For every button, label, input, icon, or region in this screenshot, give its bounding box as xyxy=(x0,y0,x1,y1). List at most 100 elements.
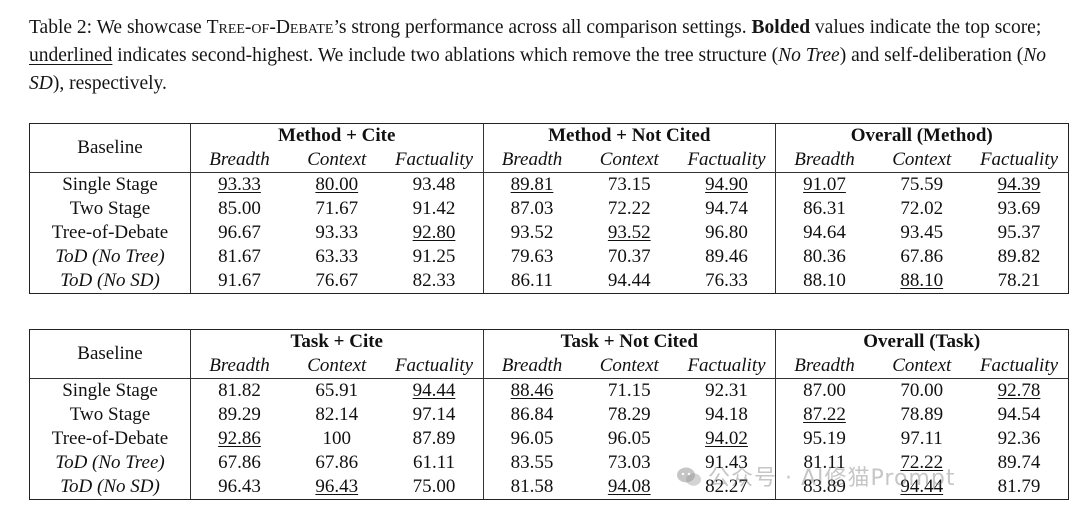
table-cell: 97.14 xyxy=(386,403,484,427)
caption-part: Table 2: We showcase xyxy=(29,17,207,38)
table-cell: 93.45 xyxy=(873,221,971,245)
row-label: Tree-of-Debate xyxy=(29,427,191,451)
cell-value: 93.52 xyxy=(607,222,651,243)
table-row: Single Stage 81.82 65.91 94.44 88.46 71.15 92.… xyxy=(29,378,1069,403)
table-cell: 96.43 xyxy=(288,475,386,500)
row-label: Two Stage xyxy=(29,197,191,221)
cell-value: 61.11 xyxy=(412,452,456,473)
table-cell: 89.29 xyxy=(190,403,288,427)
table-cell: 96.43 xyxy=(190,475,288,500)
table-cell: 96.80 xyxy=(678,221,776,245)
column-group-header: Overall (Method) xyxy=(775,123,1069,148)
table-cell: 87.22 xyxy=(775,403,873,427)
cell-value: 87.89 xyxy=(412,428,456,449)
table-cell: 71.67 xyxy=(288,197,386,221)
baseline-header: Baseline xyxy=(29,123,191,173)
cell-value: 88.46 xyxy=(510,380,554,401)
table-cell: 96.67 xyxy=(190,221,288,245)
table-cell: 75.59 xyxy=(873,172,971,197)
cell-value: 96.43 xyxy=(218,476,261,497)
table-cell: 80.36 xyxy=(775,245,873,269)
column-header: Factuality xyxy=(394,149,474,170)
caption-part: ) and self-deliberation ( xyxy=(839,45,1024,66)
cell-value: 72.22 xyxy=(607,198,651,219)
cell-value: 91.67 xyxy=(218,270,261,291)
cell-value: 85.00 xyxy=(218,198,261,219)
table-cell: 72.22 xyxy=(581,197,679,221)
table-cell: 94.44 xyxy=(385,378,483,403)
table-cell: 73.03 xyxy=(581,451,679,475)
cell-value: 89.82 xyxy=(997,246,1041,267)
table-cell: 63.33 xyxy=(288,245,386,269)
table-row: Two Stage 85.00 71.67 91.42 87.03 72.22 94.74 8… xyxy=(29,197,1069,221)
table-cell: 94.90 xyxy=(678,172,776,197)
table-cell: 78.21 xyxy=(970,269,1069,294)
table-cell: 65.91 xyxy=(288,378,386,403)
column-header: Breadth xyxy=(190,148,288,173)
table-cell: 92.80 xyxy=(386,221,484,245)
column-header: Breadth xyxy=(775,354,873,379)
table-row: ToD (No SD) 91.67 76.67 82.33 86.11 94.44 76.3… xyxy=(29,269,1069,294)
caption-method-name: Tree-of-Debate xyxy=(206,17,334,38)
table-cell: 88.46 xyxy=(482,378,581,403)
table-row: ToD (No Tree) 67.86 67.86 61.11 83.55 73.03 91… xyxy=(29,451,1069,475)
table-cell: 91.43 xyxy=(678,451,776,475)
table-cell: 93.52 xyxy=(482,221,581,245)
row-label: ToD (No Tree) xyxy=(29,245,191,269)
cell-value: 94.02 xyxy=(705,428,748,449)
cell-value: 92.36 xyxy=(997,428,1041,449)
column-header: Context xyxy=(892,355,952,376)
cell-value: 81.67 xyxy=(218,246,261,267)
cell-value: 82.27 xyxy=(705,476,748,497)
cell-value: 91.07 xyxy=(803,174,846,195)
cell-value: 94.08 xyxy=(607,476,651,497)
cell-value: 96.43 xyxy=(315,476,359,497)
column-header: Factuality xyxy=(970,148,1069,173)
cell-value: 93.33 xyxy=(315,222,359,243)
cell-value: 93.33 xyxy=(218,174,261,195)
table-cell: 89.74 xyxy=(970,451,1069,475)
cell-value: 89.46 xyxy=(705,246,748,267)
table-cell: 94.74 xyxy=(678,197,776,221)
cell-value: 94.44 xyxy=(900,476,944,497)
cell-value: 93.45 xyxy=(900,222,944,243)
table-cell: 94.39 xyxy=(970,172,1069,197)
cell-value: 89.74 xyxy=(997,452,1041,473)
table-cell: 86.31 xyxy=(775,197,873,221)
cell-value: 78.89 xyxy=(900,404,944,425)
cell-value: 81.11 xyxy=(803,452,846,473)
cell-value: 87.00 xyxy=(803,380,846,401)
row-label: Two Stage xyxy=(29,403,191,427)
cell-value: 70.37 xyxy=(607,246,651,267)
cell-value: 82.33 xyxy=(412,270,456,291)
cell-value: 92.86 xyxy=(218,428,261,449)
cell-value: 94.39 xyxy=(997,174,1041,195)
cell-value: 94.54 xyxy=(997,404,1041,425)
cell-value: 67.86 xyxy=(315,452,359,473)
row-label: Single Stage xyxy=(29,378,191,403)
cell-value: 76.67 xyxy=(315,270,359,291)
table-cell: 91.42 xyxy=(386,197,484,221)
table-cell: 79.63 xyxy=(482,245,581,269)
table-cell: 96.05 xyxy=(581,427,679,451)
caption-part: values indicate the top score; xyxy=(810,17,1042,38)
table-cell: 71.15 xyxy=(580,378,678,403)
cell-value: 94.64 xyxy=(803,222,846,243)
table-cell: 88.10 xyxy=(873,269,971,294)
table-cell: 85.00 xyxy=(190,197,288,221)
column-header: Breadth xyxy=(482,148,581,173)
column-header: Context xyxy=(307,355,367,376)
table-cell: 83.89 xyxy=(775,475,873,500)
cell-value: 70.00 xyxy=(900,380,944,401)
table-cell: 80.00 xyxy=(288,172,386,197)
cell-value: 93.69 xyxy=(997,198,1041,219)
table-cell: 70.37 xyxy=(581,245,679,269)
cell-value: 92.31 xyxy=(705,380,748,401)
results-table-task: Baseline Task + Cite Task + Not Cited Overa… xyxy=(29,329,1069,500)
table-cell: 88.10 xyxy=(775,269,873,294)
table-row: ToD (No SD) 96.43 96.43 75.00 81.58 94.08 82.2… xyxy=(29,475,1069,500)
cell-value: 67.86 xyxy=(218,452,261,473)
column-group-header: Overall (Task) xyxy=(775,329,1069,354)
cell-value: 72.02 xyxy=(900,198,944,219)
cell-value: 88.10 xyxy=(803,270,846,291)
